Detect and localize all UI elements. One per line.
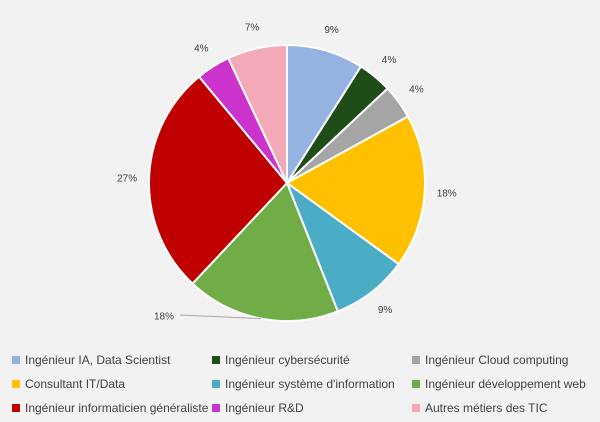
data-label: 4% xyxy=(409,85,424,96)
legend-item-web: Ingénieur développement web xyxy=(412,377,600,391)
legend-item-consultant: Consultant IT/Data xyxy=(12,377,212,391)
pie-slice xyxy=(226,43,288,184)
legend-swatch xyxy=(212,404,220,412)
legend-label: Autres métiers des TIC xyxy=(425,401,548,415)
legend: Ingénieur IA, Data Scientist Ingénieur c… xyxy=(12,348,600,420)
data-label: 27% xyxy=(117,174,137,185)
legend-item-autres: Autres métiers des TIC xyxy=(412,401,600,415)
legend-swatch xyxy=(412,404,420,412)
pie-slice xyxy=(148,75,289,286)
data-label: 9% xyxy=(378,305,393,316)
legend-label: Ingénieur R&D xyxy=(225,401,304,415)
legend-swatch xyxy=(12,380,20,388)
legend-label: Ingénieur informaticien généraliste xyxy=(25,401,209,415)
legend-item-ia: Ingénieur IA, Data Scientist xyxy=(12,353,212,367)
legend-label: Consultant IT/Data xyxy=(25,377,126,391)
legend-row: Ingénieur informaticien généraliste Ingé… xyxy=(12,396,600,420)
legend-item-cloud: Ingénieur Cloud computing xyxy=(412,353,600,367)
leader-line xyxy=(179,314,262,320)
legend-swatch xyxy=(212,356,220,364)
data-label: 4% xyxy=(382,55,397,66)
legend-swatch xyxy=(212,380,220,388)
legend-row: Ingénieur IA, Data Scientist Ingénieur c… xyxy=(12,348,600,372)
legend-label: Ingénieur développement web xyxy=(425,377,586,391)
pie-chart: 9% 4% 4% 18% 9% 18% 27% 4% 7% xyxy=(117,22,457,323)
legend-label: Ingénieur système d'information xyxy=(225,377,395,391)
legend-item-generaliste: Ingénieur informaticien généraliste xyxy=(12,401,212,415)
legend-label: Ingénieur Cloud computing xyxy=(425,353,569,367)
legend-label: Ingénieur IA, Data Scientist xyxy=(25,353,171,367)
legend-swatch xyxy=(12,356,20,364)
legend-swatch xyxy=(412,356,420,364)
pie-slice xyxy=(191,181,340,322)
data-label: 7% xyxy=(245,22,260,33)
pie-slice xyxy=(285,115,426,266)
data-label: 18% xyxy=(437,189,457,200)
data-label: 18% xyxy=(154,312,174,323)
data-label: 4% xyxy=(194,43,209,54)
legend-item-rd: Ingénieur R&D xyxy=(212,401,412,415)
legend-swatch xyxy=(12,404,20,412)
legend-row: Consultant IT/Data Ingénieur système d'i… xyxy=(12,372,600,396)
data-label: 9% xyxy=(324,25,339,36)
legend-swatch xyxy=(412,380,420,388)
legend-item-cyber: Ingénieur cybersécurité xyxy=(212,353,412,367)
legend-label: Ingénieur cybersécurité xyxy=(225,353,350,367)
legend-item-si: Ingénieur système d'information xyxy=(212,377,412,391)
